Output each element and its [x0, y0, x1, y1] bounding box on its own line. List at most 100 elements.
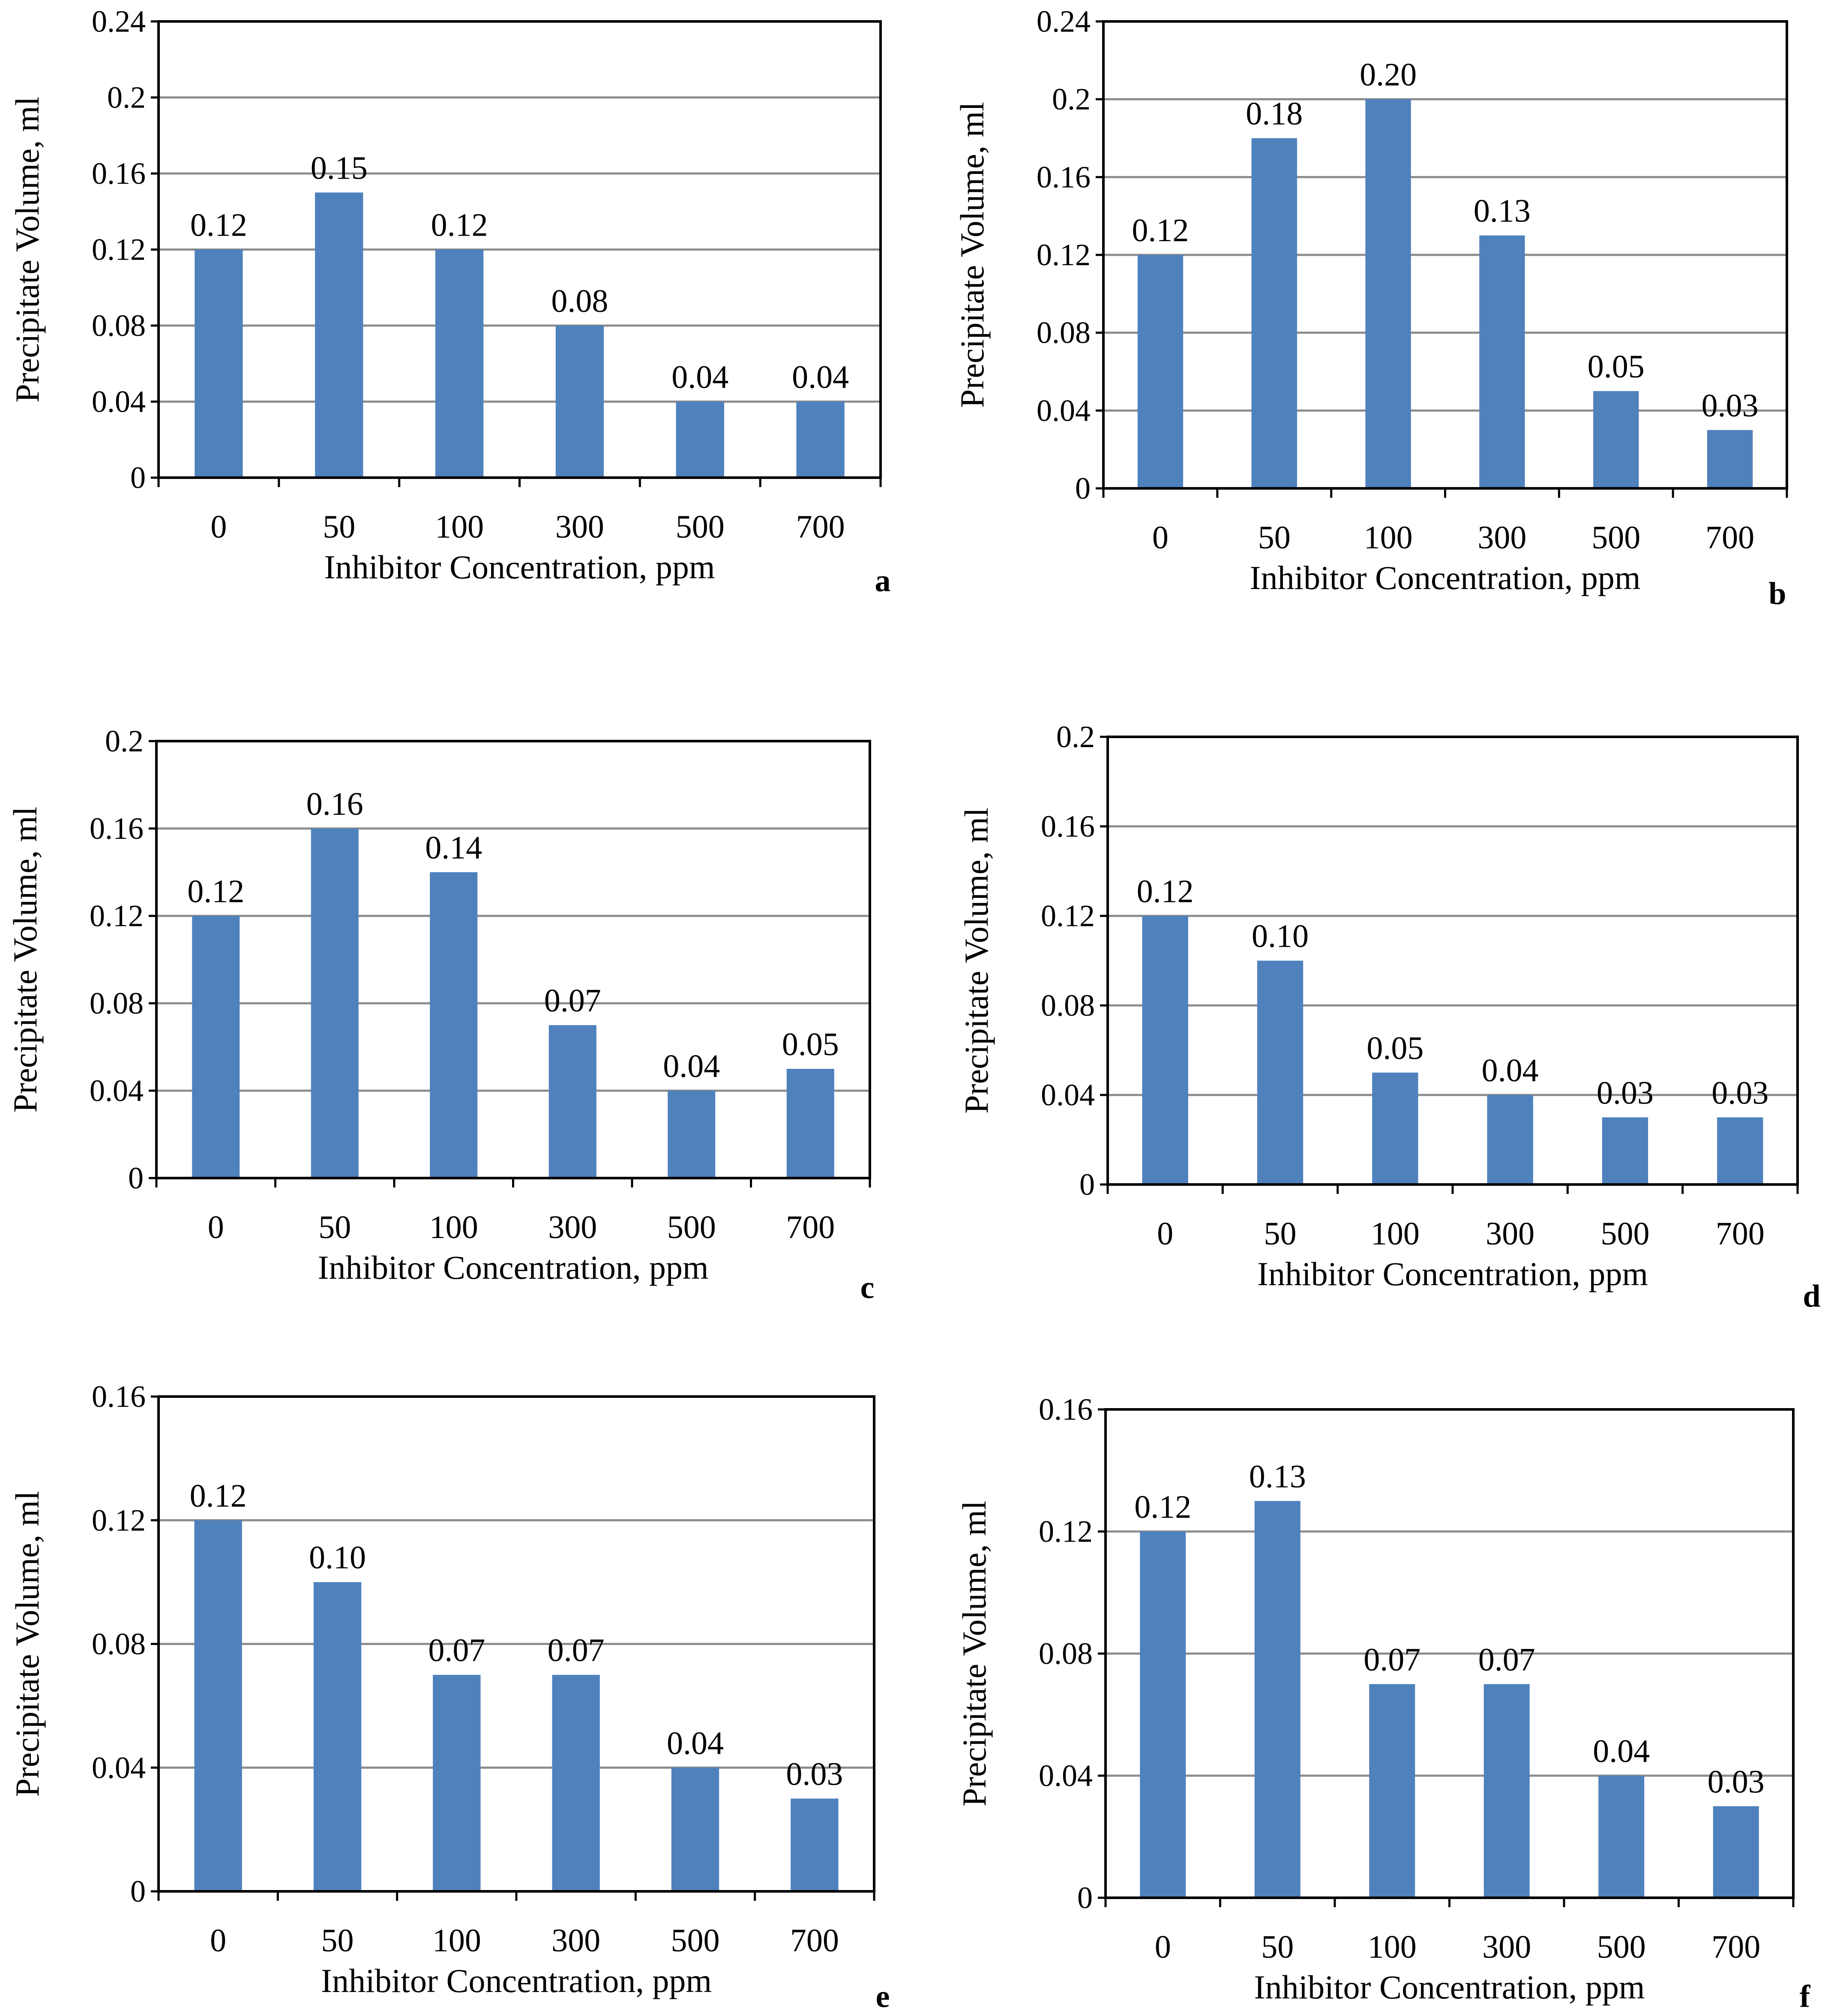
- x-tick-label: 700: [1705, 520, 1754, 556]
- y-tick-label: 0.12: [1037, 238, 1091, 272]
- bar-50: [1254, 1501, 1301, 1898]
- bar-300: [552, 1675, 600, 1891]
- bar-500: [1598, 1776, 1645, 1898]
- x-tick-label: 100: [435, 509, 484, 545]
- data-label: 0.12: [1137, 873, 1194, 909]
- data-label: 0.03: [1702, 388, 1759, 424]
- data-label: 0.10: [1252, 918, 1309, 954]
- chart-panel-d: 0 0.04 0.08 0.12 0.16 0.2 0 50 100 300 500 700 0.12 0…: [958, 720, 1821, 1314]
- bar-500: [668, 1091, 716, 1178]
- bar-500: [1602, 1117, 1648, 1184]
- chart-panel-c: 0 0.04 0.08 0.12 0.16 0.2 0 50 100 300 500 700 0.12 0…: [6, 724, 874, 1305]
- panel-letter: b: [1768, 576, 1786, 611]
- data-label: 0.07: [1364, 1642, 1420, 1678]
- x-tick-label: 500: [667, 1209, 716, 1245]
- y-tick-label: 0.04: [92, 385, 146, 419]
- bar-50: [315, 192, 363, 478]
- data-label: 0.04: [1593, 1733, 1650, 1769]
- bar-500: [1593, 391, 1639, 488]
- data-label: 0.04: [1482, 1053, 1539, 1089]
- bar-700: [796, 401, 845, 478]
- data-label: 0.05: [782, 1026, 839, 1062]
- x-axis-title: Inhibitor Concentration, ppm: [324, 548, 715, 586]
- y-tick-label: 0.24: [1037, 4, 1091, 39]
- y-tick-label: 0.04: [90, 1074, 144, 1108]
- bar-700: [791, 1798, 839, 1891]
- data-label: 0.04: [671, 359, 728, 395]
- y-axis-title: Precipitate Volume, ml: [956, 1501, 993, 1807]
- x-tick-label: 0: [210, 509, 227, 545]
- panel-letter: f: [1800, 1979, 1811, 2014]
- y-tick-label: 0.16: [92, 1379, 146, 1414]
- data-label: 0.03: [1597, 1075, 1654, 1111]
- data-label: 0.03: [786, 1756, 843, 1792]
- y-tick-label: 0: [1079, 1167, 1095, 1202]
- x-tick-label: 500: [1597, 1929, 1646, 1965]
- x-tick-label: 100: [1364, 520, 1413, 556]
- data-label: 0.13: [1474, 193, 1531, 229]
- bar-50: [1257, 960, 1304, 1184]
- data-label: 0.03: [1711, 1075, 1768, 1111]
- y-tick-label: 0.24: [92, 4, 146, 39]
- x-axis-title: Inhibitor Concentration, ppm: [1254, 1968, 1645, 2006]
- y-tick-label: 0: [128, 1161, 144, 1195]
- x-tick-label: 0: [208, 1209, 224, 1245]
- x-tick-label: 300: [548, 1209, 597, 1245]
- x-tick-label: 300: [555, 509, 604, 545]
- panel-letter: e: [876, 1979, 890, 2014]
- y-tick-label: 0.04: [1037, 393, 1091, 428]
- x-tick-label: 700: [790, 1923, 839, 1959]
- x-axis-title: Inhibitor Concentration, ppm: [321, 1962, 712, 1999]
- y-tick-label: 0.12: [92, 233, 146, 267]
- x-tick-label: 700: [1711, 1929, 1760, 1965]
- data-label: 0.07: [428, 1633, 485, 1669]
- data-label: 0.12: [431, 207, 488, 243]
- bar-50: [311, 829, 359, 1178]
- y-tick-label: 0.16: [1041, 809, 1095, 843]
- bar-500: [676, 401, 724, 478]
- y-tick-label: 0.2: [107, 81, 146, 115]
- data-label: 0.04: [667, 1725, 724, 1761]
- x-tick-label: 100: [429, 1209, 478, 1245]
- x-tick-label: 500: [676, 509, 725, 545]
- y-tick-label: 0.12: [92, 1503, 146, 1537]
- data-label: 0.08: [551, 283, 608, 319]
- y-tick-label: 0.08: [92, 1627, 146, 1661]
- x-tick-label: 100: [1368, 1929, 1417, 1965]
- y-tick-label: 0.12: [1039, 1514, 1093, 1549]
- bar-100: [1372, 1072, 1418, 1184]
- bar-100: [430, 872, 478, 1178]
- x-tick-label: 300: [1486, 1216, 1534, 1252]
- y-tick-label: 0.2: [1056, 720, 1095, 754]
- y-axis-title: Precipitate Volume, ml: [958, 808, 995, 1113]
- bar-0: [192, 916, 240, 1178]
- chart-panel-f: 0 0.04 0.08 0.12 0.16 0 50 100 300 500 700 0.12 0.13…: [956, 1392, 1811, 2014]
- bar-300: [1479, 235, 1525, 488]
- y-axis-title: Precipitate Volume, ml: [9, 96, 46, 402]
- data-label: 0.07: [544, 983, 601, 1019]
- bar-0: [1142, 916, 1188, 1184]
- x-tick-label: 100: [1371, 1216, 1420, 1252]
- bar-0: [195, 249, 243, 478]
- data-label: 0.10: [309, 1540, 366, 1576]
- x-axis-title: Inhibitor Concentration, ppm: [318, 1249, 708, 1286]
- bar-100: [1369, 1684, 1415, 1898]
- y-tick-label: 0.16: [1037, 160, 1091, 194]
- bar-50: [1251, 138, 1297, 488]
- y-tick-label: 0.08: [90, 986, 144, 1020]
- bar-0: [194, 1520, 242, 1891]
- x-tick-label: 700: [796, 509, 845, 545]
- y-tick-label: 0.08: [1041, 988, 1095, 1023]
- y-tick-label: 0.04: [92, 1750, 146, 1785]
- panel-letter: d: [1803, 1279, 1820, 1314]
- data-label: 0.12: [1134, 1489, 1191, 1525]
- x-tick-label: 700: [1716, 1216, 1765, 1252]
- data-label: 0.03: [1708, 1764, 1765, 1800]
- bar-700: [1717, 1117, 1763, 1184]
- bar-0: [1137, 255, 1184, 488]
- y-axis-title: Precipitate Volume, ml: [9, 1491, 46, 1797]
- chart-panel-a: 0 0.04 0.08 0.12 0.16 0.2 0.24 0 50 100 300 500 700 0…: [9, 4, 891, 598]
- data-label: 0.15: [311, 150, 368, 186]
- bar-100: [435, 249, 484, 478]
